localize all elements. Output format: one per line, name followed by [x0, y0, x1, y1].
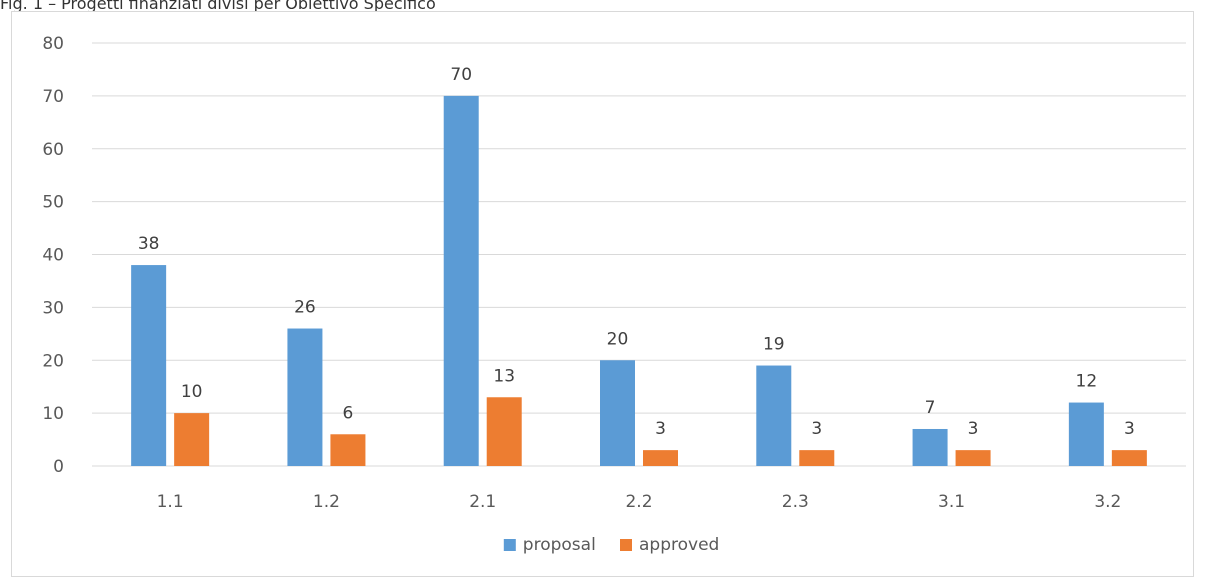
- legend-label-approved: approved: [639, 535, 719, 555]
- data-label-proposal: 19: [763, 335, 785, 355]
- data-label-approved: 3: [1124, 419, 1135, 439]
- x-tick-label: 2.2: [625, 492, 652, 512]
- data-label-approved: 13: [493, 366, 515, 386]
- data-label-proposal: 38: [138, 234, 160, 254]
- chart-area: [11, 11, 1194, 577]
- bar-approved-2.1: [486, 397, 522, 466]
- bar-approved-2.2: [643, 450, 678, 466]
- data-label-approved: 6: [343, 403, 354, 423]
- y-tick-label: 20: [42, 351, 64, 371]
- x-tick-label: 1.1: [157, 492, 184, 512]
- x-tick-label: 3.1: [938, 492, 965, 512]
- bars: [131, 95, 1147, 466]
- x-tick-label: 1.2: [313, 492, 340, 512]
- bar-approved-1.2: [330, 434, 366, 466]
- bar-proposal-1.2: [287, 328, 323, 466]
- bar-proposal-2.2: [600, 360, 635, 466]
- data-label-approved: 3: [968, 419, 979, 439]
- x-tick-label: 2.1: [469, 492, 496, 512]
- bar-approved-3.2: [1111, 450, 1147, 466]
- bar-approved-3.1: [955, 450, 991, 466]
- y-tick-label: 0: [53, 457, 64, 477]
- figure-caption: Fig. 1 – Progetti finanziati divisi per …: [0, 0, 436, 13]
- bar-proposal-3.2: [1068, 402, 1104, 466]
- legend-swatch-approved: [620, 539, 632, 551]
- y-tick-label: 70: [42, 87, 64, 107]
- bar-approved-2.3: [799, 450, 835, 466]
- x-tick-label: 3.2: [1094, 492, 1121, 512]
- y-axis-ticks: 0 10 20 30 40 50 60 70 80: [42, 34, 64, 477]
- data-label-approved: 3: [811, 419, 822, 439]
- legend: proposal approved: [503, 535, 719, 555]
- data-label-proposal: 70: [450, 65, 472, 85]
- x-tick-label: 2.3: [782, 492, 809, 512]
- data-label-approved: 3: [655, 419, 666, 439]
- bar-approved-1.1: [174, 413, 210, 466]
- y-tick-label: 50: [42, 193, 64, 213]
- data-label-proposal: 7: [925, 398, 936, 418]
- y-tick-label: 60: [42, 140, 64, 160]
- data-label-proposal: 20: [607, 329, 629, 349]
- data-label-approved: 10: [181, 382, 203, 402]
- data-labels: 38 10 26 6 70 13 20 3 19 3 7 3 12 3: [138, 65, 1135, 439]
- bar-proposal-3.1: [912, 428, 948, 466]
- x-axis-ticks: 1.1 1.2 2.1 2.2 2.3 3.1 3.2: [157, 492, 1122, 512]
- legend-swatch-proposal: [503, 539, 516, 551]
- gridlines: [92, 42, 1186, 467]
- bar-proposal-2.1: [443, 95, 479, 466]
- data-label-proposal: 12: [1076, 372, 1098, 392]
- data-label-proposal: 26: [294, 298, 316, 318]
- y-tick-label: 10: [42, 404, 64, 424]
- y-tick-label: 30: [42, 298, 64, 318]
- y-tick-label: 80: [42, 34, 64, 54]
- bar-proposal-1.1: [131, 265, 167, 466]
- y-tick-label: 40: [42, 246, 64, 266]
- legend-label-proposal: proposal: [523, 535, 596, 555]
- bar-proposal-2.3: [756, 365, 792, 466]
